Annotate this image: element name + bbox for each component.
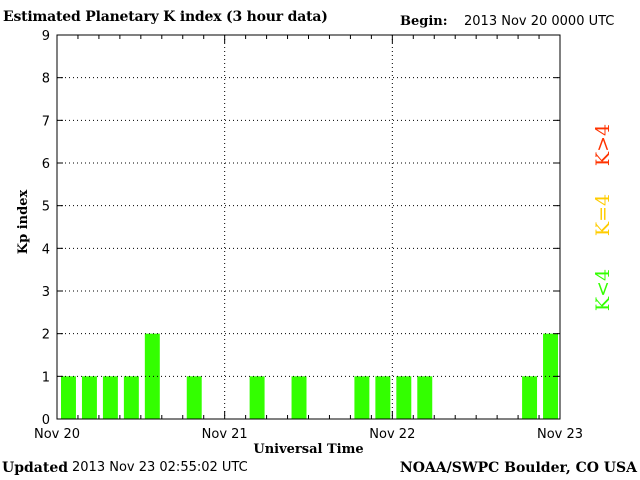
kp-bar [396, 376, 412, 419]
x-tick-label: Nov 22 [369, 427, 415, 442]
kp-bar [417, 376, 433, 419]
kp-bar [102, 376, 118, 419]
kp-bar [144, 333, 160, 419]
x-axis-title: Universal Time [253, 442, 363, 457]
y-tick-label: 2 [42, 328, 50, 343]
begin-value: 2013 Nov 20 0000 UTC [464, 14, 615, 29]
y-tick-label: 7 [42, 114, 50, 129]
legend-label: K=4 [592, 194, 614, 236]
y-tick-label: 1 [42, 370, 50, 385]
kp-bar [186, 376, 202, 419]
credit-text: NOAA/SWPC Boulder, CO USA [399, 460, 637, 476]
kp-bar [375, 376, 391, 419]
y-tick-label: 4 [42, 242, 50, 257]
updated-label: Updated [2, 460, 69, 476]
plot-area: 0 1 2 3 4 5 6 7 8 9 Nov 20 Nov 21 Nov 22 Nov 23 Univer… [16, 29, 583, 457]
kp-bar [522, 376, 538, 419]
x-tick-label: Nov 21 [202, 427, 248, 442]
chart-title: Estimated Planetary K index (3 hour data… [3, 9, 328, 25]
y-tick-label: 3 [42, 285, 50, 300]
y-tick-label: 5 [42, 200, 50, 215]
updated-value: 2013 Nov 23 02:55:02 UTC [72, 460, 248, 475]
y-tick-label: 9 [42, 29, 50, 44]
kp-bar [61, 376, 76, 419]
kp-bar [291, 376, 307, 419]
y-tick-label: 6 [42, 157, 50, 172]
begin-label: Begin: [400, 14, 448, 29]
x-tick-label: Nov 20 [34, 427, 80, 442]
y-tick-label: 8 [42, 72, 50, 87]
y-axis-title: Kp index [16, 190, 31, 255]
plot-frame [56, 34, 561, 420]
kp-bar [249, 376, 265, 419]
legend-label: K>4 [592, 124, 614, 166]
kp-bar [543, 333, 558, 419]
kp-bar [123, 376, 139, 419]
legend-label: K<4 [592, 269, 614, 311]
y-tick-label: 0 [42, 413, 50, 428]
kp-bar [81, 376, 97, 419]
x-tick-label: Nov 23 [537, 427, 583, 442]
kp-bar [354, 376, 370, 419]
